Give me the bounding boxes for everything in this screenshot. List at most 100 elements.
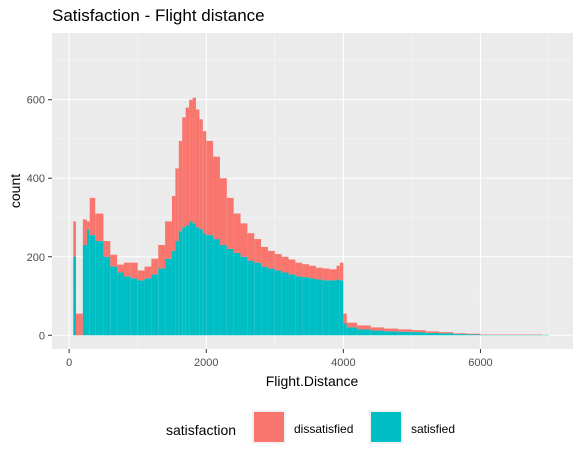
bar-satisfied: [346, 327, 358, 336]
bar-satisfied: [247, 260, 255, 336]
bar-dissatisfied: [117, 264, 124, 273]
bar-satisfied: [411, 332, 426, 336]
bar-dissatisfied: [322, 268, 330, 281]
legend: satisfaction dissatisfied satisfied: [166, 410, 455, 444]
bar-dissatisfied: [346, 322, 358, 328]
bar-satisfied: [158, 268, 166, 336]
legend-label-dissatisfied: dissatisfied: [294, 422, 353, 436]
bar-satisfied: [370, 330, 385, 336]
bar-satisfied: [261, 266, 268, 336]
bar-dissatisfied: [315, 267, 323, 280]
bar-dissatisfied: [95, 213, 104, 242]
bar-satisfied: [86, 229, 90, 336]
bar-satisfied: [123, 276, 131, 336]
bar-satisfied: [226, 248, 234, 336]
bar-dissatisfied: [302, 264, 310, 278]
bar-satisfied: [182, 227, 186, 336]
bar-satisfied: [453, 334, 467, 336]
bar-satisfied: [343, 323, 347, 336]
bar-satisfied: [439, 333, 454, 336]
bar-satisfied: [195, 227, 200, 336]
bar-satisfied: [357, 329, 371, 336]
bar-dissatisfied: [295, 262, 303, 277]
bar-dissatisfied: [213, 156, 220, 240]
bar-dissatisfied: [206, 140, 214, 236]
bar-dissatisfied: [233, 213, 241, 253]
bar-dissatisfied: [82, 219, 87, 245]
bar-dissatisfied: [288, 259, 296, 275]
bar-dissatisfied: [189, 99, 193, 222]
bar-dissatisfied: [411, 330, 426, 333]
legend-title: satisfaction: [166, 422, 236, 438]
bar-dissatisfied: [370, 327, 385, 331]
bar-satisfied: [309, 278, 316, 336]
bar-dissatisfied: [384, 328, 399, 332]
bar-dissatisfied: [267, 250, 275, 269]
bar-dissatisfied: [339, 262, 344, 281]
bar-satisfied: [329, 280, 337, 336]
bar-dissatisfied: [247, 233, 255, 261]
bar-dissatisfied: [195, 109, 200, 228]
bar-satisfied: [219, 244, 227, 336]
bar-dissatisfied: [466, 333, 481, 335]
bar-satisfied: [240, 256, 248, 336]
bar-dissatisfied: [425, 331, 440, 333]
bar-satisfied: [192, 223, 196, 336]
bar-dissatisfied: [281, 256, 289, 273]
bar-satisfied: [95, 241, 104, 336]
bar-satisfied: [199, 229, 203, 336]
x-tick-label: 6000: [468, 357, 492, 369]
bar-dissatisfied: [182, 117, 186, 228]
y-tick-label: 0: [39, 330, 45, 342]
x-tick-label: 4000: [331, 357, 355, 369]
y-tick-label: 200: [27, 252, 45, 264]
bar-satisfied: [254, 262, 262, 336]
bar-satisfied: [130, 278, 138, 336]
bar-dissatisfied: [226, 197, 234, 249]
bar-satisfied: [110, 266, 118, 336]
bar-satisfied: [281, 272, 289, 336]
bar-satisfied: [117, 272, 124, 336]
bar-satisfied: [295, 276, 303, 336]
bar-satisfied: [144, 278, 152, 336]
bar-satisfied: [302, 277, 310, 336]
bar-satisfied: [202, 233, 207, 336]
chart-title: Satisfaction - Flight distance: [52, 6, 265, 25]
bar-dissatisfied: [261, 246, 268, 267]
bar-dissatisfied: [274, 254, 282, 271]
legend-label-satisfied: satisfied: [411, 422, 455, 436]
bar-dissatisfied: [178, 140, 183, 232]
bar-satisfied: [267, 268, 275, 336]
bar-dissatisfied: [110, 254, 118, 267]
bar-satisfied: [274, 270, 282, 336]
bar-dissatisfied: [219, 178, 227, 245]
bar-satisfied: [175, 241, 179, 336]
y-axis-title: count: [7, 174, 23, 208]
bar-satisfied: [466, 334, 481, 336]
legend-swatch-dissatisfied: [254, 412, 284, 442]
bar-dissatisfied: [192, 97, 196, 224]
x-tick-label: 2000: [194, 357, 218, 369]
bar-dissatisfied: [398, 329, 412, 332]
bar-dissatisfied: [199, 119, 203, 230]
bar-satisfied: [336, 279, 340, 336]
bar-dissatisfied: [439, 332, 454, 334]
bar-satisfied: [185, 225, 190, 336]
x-tick-label: 0: [66, 357, 72, 369]
y-tick-label: 600: [27, 95, 45, 107]
bar-satisfied: [425, 332, 440, 336]
bar-satisfied: [206, 235, 214, 336]
histogram-bars: [73, 97, 550, 336]
bar-dissatisfied: [89, 197, 96, 236]
bar-dissatisfied: [336, 265, 340, 280]
bar-dissatisfied: [137, 270, 145, 281]
bar-dissatisfied: [103, 241, 111, 257]
bar-satisfied: [171, 250, 176, 336]
bar-satisfied: [315, 279, 323, 336]
bar-dissatisfied: [171, 195, 176, 251]
bar-dissatisfied: [86, 221, 90, 230]
bar-dissatisfied: [165, 221, 172, 259]
bar-dissatisfied: [158, 244, 166, 269]
bar-satisfied: [213, 239, 220, 336]
bar-satisfied: [82, 244, 87, 336]
